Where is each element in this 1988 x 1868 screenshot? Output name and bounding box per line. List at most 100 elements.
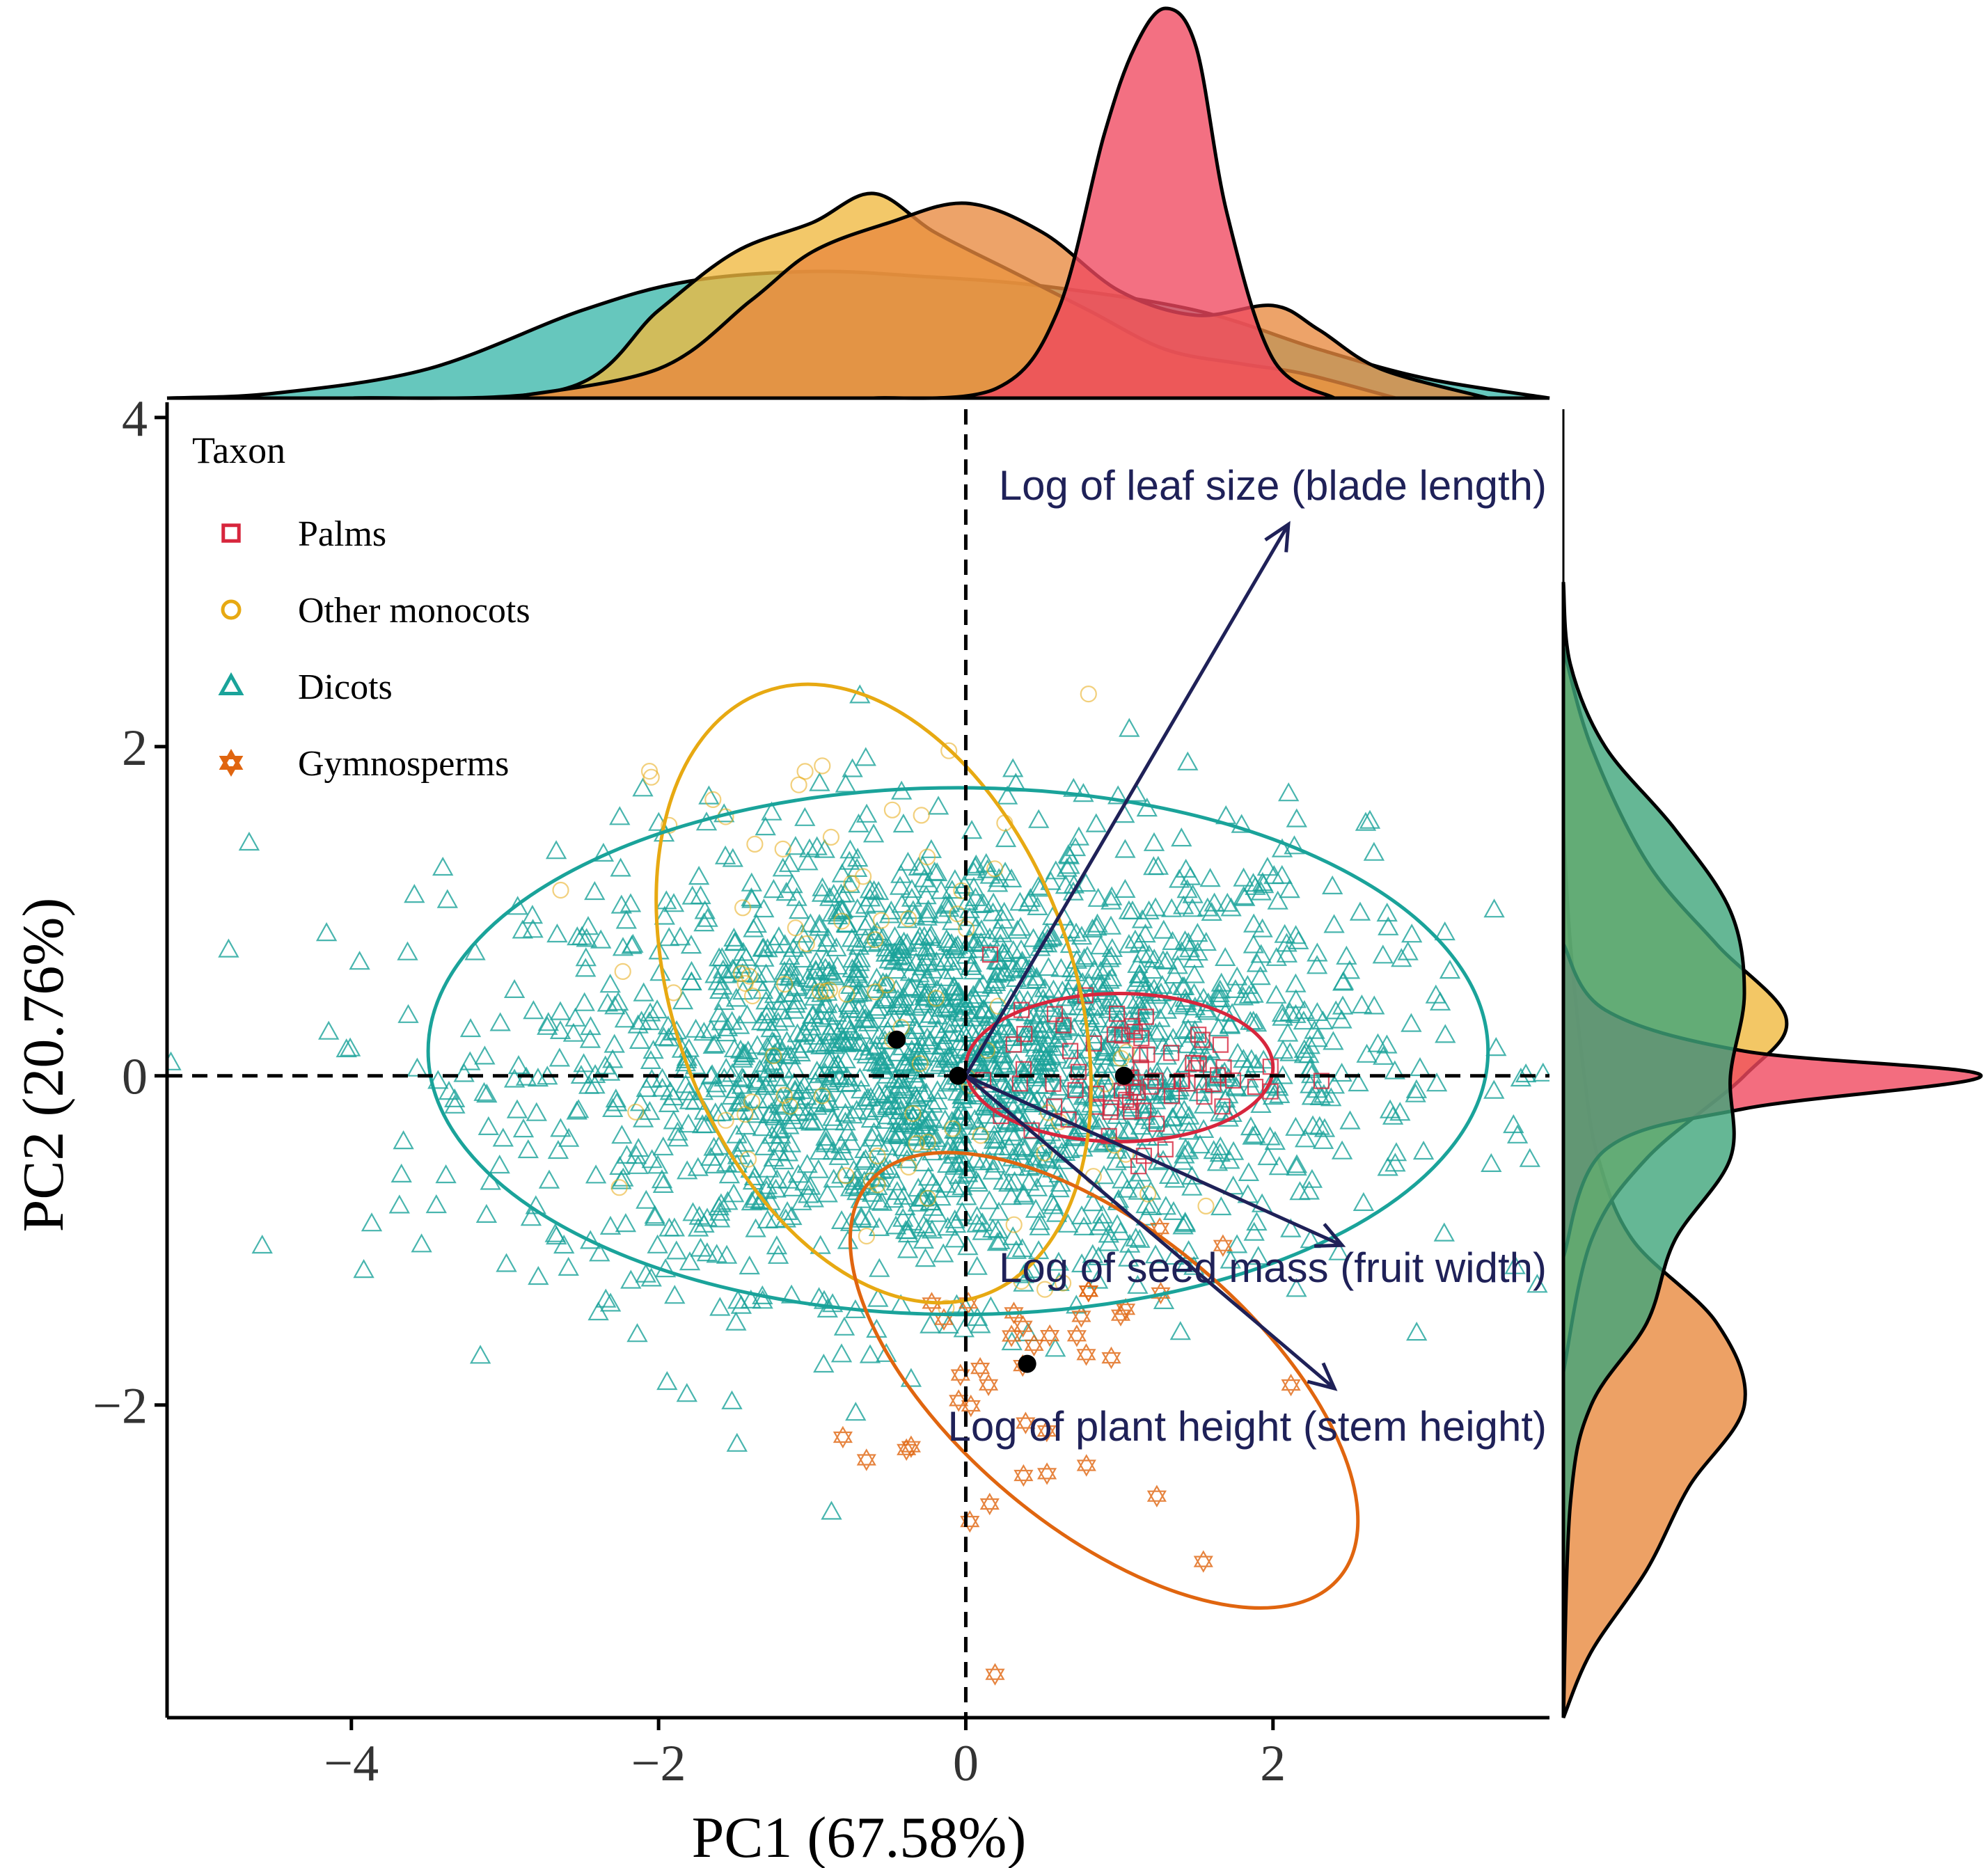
point-dicots (1064, 1125, 1086, 1145)
ellipse-gymnosperms (848, 1150, 1360, 1610)
point-dicots (682, 1202, 704, 1221)
point-dicots (1378, 916, 1399, 935)
point-dicots (725, 1311, 747, 1331)
point-dicots (833, 1316, 855, 1336)
point-dicots (997, 1084, 1018, 1104)
point-dicots (681, 960, 702, 980)
point-dicots (855, 928, 876, 948)
point-dicots (1332, 972, 1354, 991)
point-dicots (1331, 1009, 1352, 1029)
point-other-monocots (862, 1172, 881, 1189)
point-dicots (1197, 1001, 1219, 1020)
point-dicots (632, 777, 654, 797)
point-other-monocots (1036, 1144, 1053, 1162)
loading-arrows: Log of leaf size (blade length) Log of se… (947, 462, 1547, 1450)
point-gymnosperms (897, 1438, 917, 1461)
point-dicots (941, 1044, 963, 1063)
point-dicots (823, 1055, 845, 1075)
point-dicots (949, 1100, 971, 1119)
point-dicots (546, 923, 568, 943)
point-dicots (840, 974, 862, 994)
point-dicots (953, 1318, 975, 1338)
point-palms (1067, 1082, 1084, 1098)
point-dicots (865, 1040, 886, 1059)
point-dicots (807, 1159, 830, 1178)
point-dicots (633, 982, 654, 1002)
point-other-monocots (919, 1189, 937, 1207)
point-dicots (1174, 1211, 1196, 1231)
right-marginal-density (1561, 409, 1983, 1718)
point-dicots (1182, 884, 1204, 903)
point-dicots (1101, 886, 1123, 905)
reference-lines (167, 409, 1549, 1718)
point-dicots (647, 1155, 669, 1174)
point-other-monocots (822, 828, 840, 846)
point-dicots (1286, 1154, 1308, 1173)
point-dicots (1038, 956, 1059, 976)
x-tick-label: −4 (324, 1735, 379, 1792)
point-dicots (1151, 974, 1173, 994)
point-dicots (520, 1207, 542, 1226)
point-dicots (900, 1368, 922, 1387)
point-dicots (912, 1083, 933, 1102)
point-other-monocots (913, 807, 930, 824)
point-dicots (1051, 1018, 1073, 1038)
point-other-monocots (717, 1111, 734, 1129)
point-dicots (1256, 857, 1279, 876)
point-dicots (959, 1041, 981, 1061)
point-gymnosperms (1037, 1462, 1057, 1485)
point-dicots (831, 1089, 853, 1109)
point-dicots (957, 1110, 979, 1130)
point-dicots (844, 1175, 866, 1194)
point-dicots (1098, 1232, 1120, 1251)
point-dicots (1189, 1134, 1211, 1154)
point-dicots (811, 1001, 833, 1020)
point-dicots (1118, 934, 1140, 953)
point-dicots (840, 1131, 862, 1150)
point-dicots (602, 1049, 624, 1068)
point-dicots (1276, 943, 1298, 963)
point-dicots (492, 1127, 514, 1147)
point-dicots (1026, 969, 1048, 989)
point-dicots (1048, 1178, 1070, 1198)
point-dicots (809, 772, 830, 791)
point-dicots (575, 958, 597, 977)
point-dicots (594, 1055, 616, 1075)
point-dicots (670, 926, 691, 946)
point-dicots (1406, 1322, 1428, 1341)
point-dicots (1089, 1110, 1111, 1130)
point-dicots (1073, 783, 1094, 802)
point-dicots (565, 1007, 586, 1027)
legend-entry-other-monocots: Other monocots (221, 591, 530, 631)
point-dicots (855, 803, 878, 823)
point-dicots (602, 1098, 624, 1117)
point-dicots (803, 1188, 824, 1208)
point-dicots (987, 873, 1009, 892)
point-dicots (778, 1169, 799, 1189)
point-dicots (1226, 1234, 1248, 1253)
point-dicots (1204, 892, 1225, 912)
point-dicots (945, 1228, 966, 1248)
point-dicots (1309, 1116, 1330, 1135)
point-dicots (927, 796, 949, 815)
point-dicots (1093, 1165, 1115, 1185)
point-dicots (1377, 1157, 1398, 1176)
point-dicots (663, 893, 685, 912)
point-gymnosperms (1150, 1217, 1170, 1240)
point-gymnosperms (1013, 1315, 1033, 1338)
point-dicots (1025, 1198, 1047, 1218)
point-dicots (778, 1115, 800, 1134)
point-dicots (916, 906, 938, 926)
loading-label: Log of leaf size (blade length) (999, 462, 1547, 509)
point-gymnosperms (1110, 1304, 1131, 1327)
point-dicots (1075, 873, 1096, 892)
point-other-monocots (1139, 1185, 1157, 1203)
point-dicots (942, 960, 964, 979)
point-dicots (755, 1004, 778, 1024)
point-dicots (706, 1244, 727, 1263)
point-other-monocots (814, 1087, 831, 1105)
point-dicots (537, 1015, 558, 1035)
point-dicots (1127, 953, 1149, 973)
point-dicots (1232, 986, 1254, 1006)
centroid-other-monocots (888, 1030, 906, 1049)
